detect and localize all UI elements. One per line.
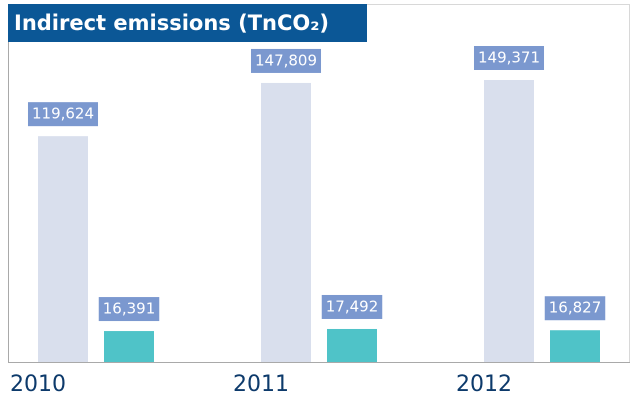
title-box — [8, 4, 367, 42]
x-tick-label: 2010 — [10, 372, 66, 397]
bar — [550, 330, 600, 362]
x-tick-label: 2012 — [456, 372, 512, 397]
bar — [104, 331, 154, 362]
data-label: 16,391 — [103, 300, 156, 318]
data-label-box — [98, 297, 160, 322]
data-label: 119,624 — [32, 105, 94, 123]
data-label-box — [250, 48, 322, 73]
data-label-box — [544, 296, 606, 321]
chart-title: Indirect emissions (TnCO₂) — [14, 11, 329, 35]
data-label: 17,492 — [326, 297, 379, 315]
bar — [484, 80, 534, 362]
data-label: 147,809 — [255, 51, 317, 69]
data-label-box — [473, 46, 545, 70]
data-label: 16,827 — [549, 299, 602, 317]
x-tick-label: 2011 — [233, 372, 289, 397]
data-label: 149,371 — [478, 49, 540, 67]
bar — [38, 136, 88, 362]
bar — [261, 82, 311, 363]
data-label-box — [321, 294, 383, 319]
data-label-box — [27, 102, 99, 127]
bar — [327, 328, 377, 362]
